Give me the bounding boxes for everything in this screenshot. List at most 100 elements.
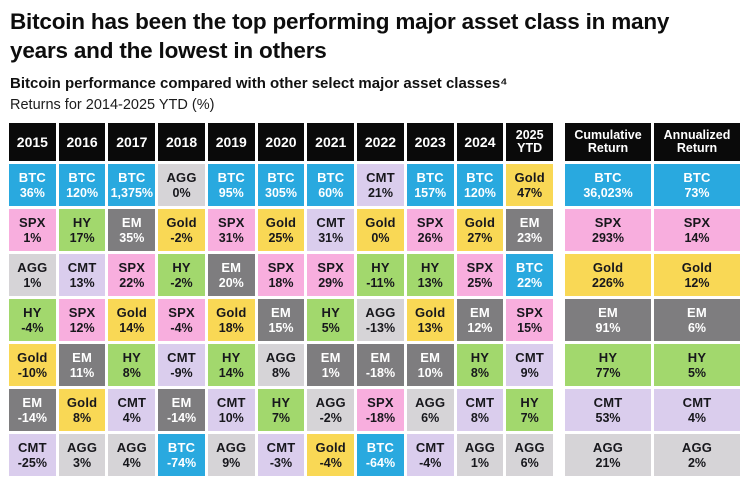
asset-return-value: 95% bbox=[218, 185, 244, 200]
asset-return-value: 14% bbox=[119, 320, 145, 335]
asset-cell: BTC 305% bbox=[257, 164, 305, 207]
asset-cell: CMT 9% bbox=[506, 344, 554, 387]
asset-ticker: Gold bbox=[66, 394, 98, 410]
asset-cell: AGG -2% bbox=[307, 389, 355, 432]
asset-ticker: HY bbox=[321, 304, 340, 320]
column-header: 2019 bbox=[207, 123, 255, 162]
asset-ticker: Gold bbox=[116, 304, 148, 320]
asset-return-value: 1% bbox=[23, 230, 42, 245]
asset-cell: CMT 53% bbox=[565, 389, 652, 432]
asset-ticker: HY bbox=[420, 259, 440, 275]
asset-return-value: -25% bbox=[17, 455, 47, 470]
asset-ticker: Gold bbox=[216, 304, 247, 320]
asset-cell: HY 17% bbox=[58, 209, 106, 252]
column-gap-spacer bbox=[556, 389, 562, 431]
asset-return-value: -4% bbox=[21, 320, 44, 335]
asset-return-value: 4% bbox=[687, 410, 707, 425]
asset-cell: EM 11% bbox=[58, 344, 106, 387]
asset-ticker: CMT bbox=[682, 394, 712, 410]
asset-return-value: 9% bbox=[520, 365, 539, 380]
asset-return-value: 4% bbox=[122, 410, 141, 425]
asset-cell: CMT 4% bbox=[654, 389, 740, 432]
asset-cell: EM 91% bbox=[565, 299, 652, 342]
asset-ticker: AGG bbox=[17, 259, 48, 275]
asset-cell: Gold 8% bbox=[58, 389, 106, 432]
asset-return-value: 29% bbox=[318, 275, 344, 290]
asset-return-value: 12% bbox=[69, 320, 95, 335]
asset-ticker: BTC bbox=[18, 169, 47, 185]
asset-ticker: SPX bbox=[367, 394, 394, 410]
asset-cell: SPX 26% bbox=[406, 209, 454, 252]
asset-cell: HY 8% bbox=[108, 344, 156, 387]
asset-return-value: 3% bbox=[73, 455, 92, 470]
page-title: Bitcoin has been the top performing majo… bbox=[10, 9, 670, 63]
asset-return-value: 6% bbox=[520, 455, 539, 470]
asset-ticker: Gold bbox=[414, 304, 446, 320]
asset-cell: SPX 12% bbox=[58, 299, 106, 342]
asset-return-value: 0% bbox=[371, 230, 390, 245]
asset-ticker: SPX bbox=[168, 304, 195, 320]
asset-ticker: HY bbox=[520, 394, 539, 410]
asset-return-value: -64% bbox=[365, 455, 396, 470]
asset-cell: CMT 21% bbox=[357, 164, 404, 207]
asset-cell: EM -14% bbox=[158, 389, 205, 432]
asset-ticker: BTC bbox=[317, 169, 345, 185]
asset-cell: EM -18% bbox=[357, 344, 404, 387]
asset-return-value: 13% bbox=[417, 320, 443, 335]
column-header: 2022 bbox=[357, 123, 404, 162]
asset-cell: SPX 1% bbox=[9, 209, 56, 252]
asset-cell: SPX -18% bbox=[357, 389, 404, 432]
asset-return-value: -2% bbox=[319, 410, 342, 425]
asset-cell: AGG 21% bbox=[565, 434, 652, 477]
asset-return-value: 15% bbox=[268, 320, 294, 335]
asset-ticker: SPX bbox=[516, 304, 543, 320]
asset-ticker: Gold bbox=[514, 169, 545, 185]
asset-cell: HY 5% bbox=[307, 299, 355, 342]
asset-cell: CMT -25% bbox=[9, 434, 56, 477]
asset-cell: Gold 12% bbox=[654, 254, 740, 297]
asset-return-value: 8% bbox=[73, 410, 92, 425]
asset-return-value: 21% bbox=[595, 455, 621, 470]
asset-cell: BTC 157% bbox=[406, 164, 454, 207]
asset-cell: BTC 60% bbox=[307, 164, 355, 207]
asset-ticker: HY bbox=[122, 349, 142, 365]
asset-return-value: 53% bbox=[595, 410, 621, 425]
asset-cell: CMT -3% bbox=[257, 434, 305, 477]
column-gap-spacer bbox=[556, 254, 562, 296]
asset-cell: CMT -4% bbox=[406, 434, 454, 477]
asset-return-value: 77% bbox=[595, 365, 621, 380]
asset-cell: BTC -64% bbox=[357, 434, 404, 477]
asset-ticker: EM bbox=[598, 304, 618, 320]
asset-return-value: 1% bbox=[470, 455, 489, 470]
asset-ticker: BTC bbox=[167, 439, 196, 455]
asset-cell: Gold 18% bbox=[207, 299, 255, 342]
asset-cell: AGG 3% bbox=[58, 434, 106, 477]
asset-ticker: EM bbox=[469, 304, 490, 320]
asset-return-value: 8% bbox=[470, 365, 489, 380]
asset-return-value: 25% bbox=[268, 230, 294, 245]
asset-quilt-table: 2015 2016 2017 2018 2019 2020 2021 2022 2023 2024… bbox=[9, 123, 740, 477]
asset-return-value: 120% bbox=[66, 185, 99, 200]
asset-ticker: AGG bbox=[681, 439, 713, 455]
asset-ticker: BTC bbox=[267, 169, 295, 185]
asset-cell: AGG 6% bbox=[406, 389, 454, 432]
asset-return-value: 47% bbox=[517, 185, 543, 200]
asset-cell: AGG 9% bbox=[207, 434, 255, 477]
asset-return-value: 91% bbox=[595, 320, 621, 335]
asset-ticker: AGG bbox=[415, 394, 446, 410]
column-header: Cumulative Return bbox=[565, 123, 652, 162]
column-gap-spacer bbox=[556, 209, 562, 251]
asset-cell: BTC 120% bbox=[456, 164, 504, 207]
asset-ticker: EM bbox=[221, 259, 242, 275]
column-header: 2015 bbox=[9, 123, 56, 162]
asset-cell: SPX 18% bbox=[257, 254, 305, 297]
asset-return-value: 11% bbox=[69, 365, 95, 380]
asset-ticker: HY bbox=[371, 259, 390, 275]
asset-ticker: CMT bbox=[465, 394, 495, 410]
asset-ticker: HY bbox=[598, 349, 618, 365]
column-header: 2020 bbox=[257, 123, 305, 162]
asset-ticker: EM bbox=[121, 214, 142, 230]
asset-return-value: 25% bbox=[467, 275, 493, 290]
asset-return-value: 1,375% bbox=[110, 185, 154, 200]
asset-cell: AGG 1% bbox=[9, 254, 56, 297]
